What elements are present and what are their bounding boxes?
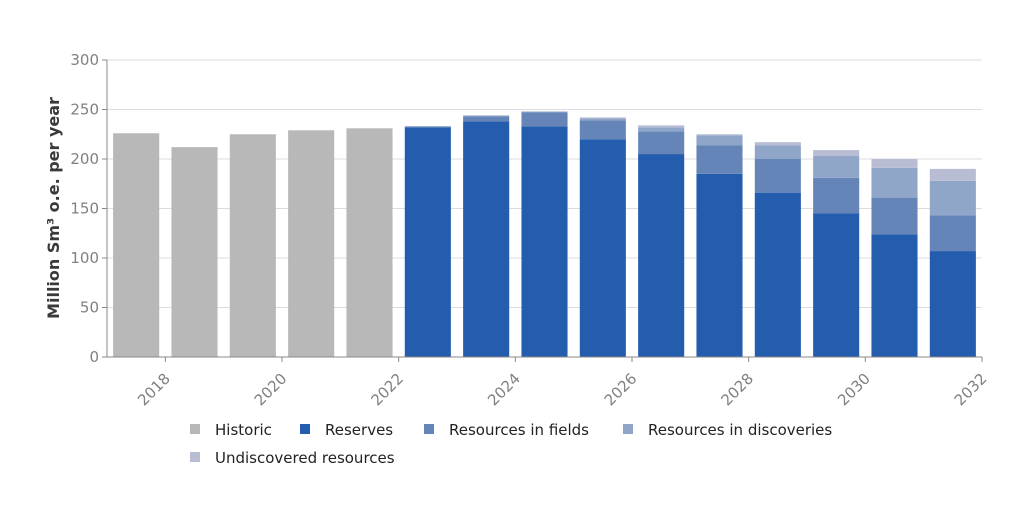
legend-label-3: Resources in discoveries [648,421,832,439]
y-tick-label-5: 250 [70,101,99,119]
y-tick-label-6: 300 [70,51,99,69]
bar-2024-series-2 [463,116,510,122]
bar-2026-series-4 [579,117,626,119]
bar-2030-series-4 [813,150,860,157]
y-axis-title: Million Sm³ o.e. per year [44,97,63,319]
legend-label-0: Historic [215,421,272,439]
bar-2029-series-4 [754,142,801,146]
bar-2026-series-3 [579,118,626,121]
x-tick-label-5: 2028 [717,370,757,410]
bar-2027-series-1 [638,154,685,357]
bar-2029-series-2 [754,159,801,193]
legend-swatch-2 [424,424,434,434]
bar-2028-series-2 [696,145,743,174]
bar-2023-series-1 [404,127,451,357]
bar-2028-series-3 [696,135,743,146]
legend-label-4: Undiscovered resources [215,449,395,467]
x-tick-label-7: 2032 [951,370,991,410]
legend-swatch-3 [623,424,633,434]
bar-2018-series-0 [113,133,160,357]
bar-2032-series-2 [929,215,976,252]
y-tick-label-4: 200 [70,150,99,168]
bar-2031-series-4 [871,159,918,168]
bar-2029-series-3 [754,145,801,159]
x-tick-label-3: 2024 [484,370,524,410]
bar-2026-series-2 [579,120,626,140]
legend-label-1: Reserves [325,421,393,439]
bar-2030-series-2 [813,177,860,214]
y-tick-label-0: 0 [89,348,99,366]
x-axis-ticks: 2018 2020 2022 2024 2026 2028 2030 2032 [134,357,990,409]
y-tick-label-2: 100 [70,249,99,267]
legend-swatch-4 [190,452,200,462]
bar-2028-series-4 [696,134,743,136]
bar-2025-series-3 [521,111,568,113]
bar-2031-series-3 [871,167,918,198]
bar-stack [113,111,976,357]
x-tick-label-2: 2022 [367,370,407,410]
y-axis-ticks: 0 50 100 150 200 250 300 [70,51,107,366]
bar-2025-series-2 [521,112,568,127]
bar-2019-series-0 [171,147,218,357]
bar-2031-series-2 [871,197,918,235]
x-tick-label-6: 2030 [834,370,874,410]
bar-2021-series-0 [288,130,335,357]
bar-2025-series-1 [521,126,568,357]
y-tick-label-1: 50 [80,299,99,317]
bar-2032-series-3 [929,180,976,216]
bar-2029-series-1 [754,192,801,357]
bar-2030-series-3 [813,156,860,178]
x-tick-label-0: 2018 [134,370,174,410]
x-tick-label-4: 2026 [601,370,641,410]
bar-2031-series-1 [871,234,918,357]
bar-2024-series-1 [463,121,510,357]
bar-2032-series-1 [929,251,976,357]
y-tick-label-3: 150 [70,200,99,218]
bar-2027-series-4 [638,125,685,128]
bar-2024-series-3 [463,115,510,117]
bar-2023-series-2 [404,126,451,128]
bar-2022-series-0 [346,128,393,357]
bar-2027-series-2 [638,131,685,155]
x-tick-label-1: 2020 [251,370,291,410]
bar-2027-series-3 [638,127,685,132]
legend-label-2: Resources in fields [449,421,589,439]
bar-2028-series-1 [696,173,743,357]
bar-2020-series-0 [229,134,276,357]
legend-swatch-0 [190,424,200,434]
bar-2030-series-1 [813,213,860,357]
legend-swatch-1 [300,424,310,434]
bar-2026-series-1 [579,139,626,357]
legend: Historic Reserves Resources in fields Resou… [190,421,832,467]
bar-2032-series-4 [929,168,976,181]
